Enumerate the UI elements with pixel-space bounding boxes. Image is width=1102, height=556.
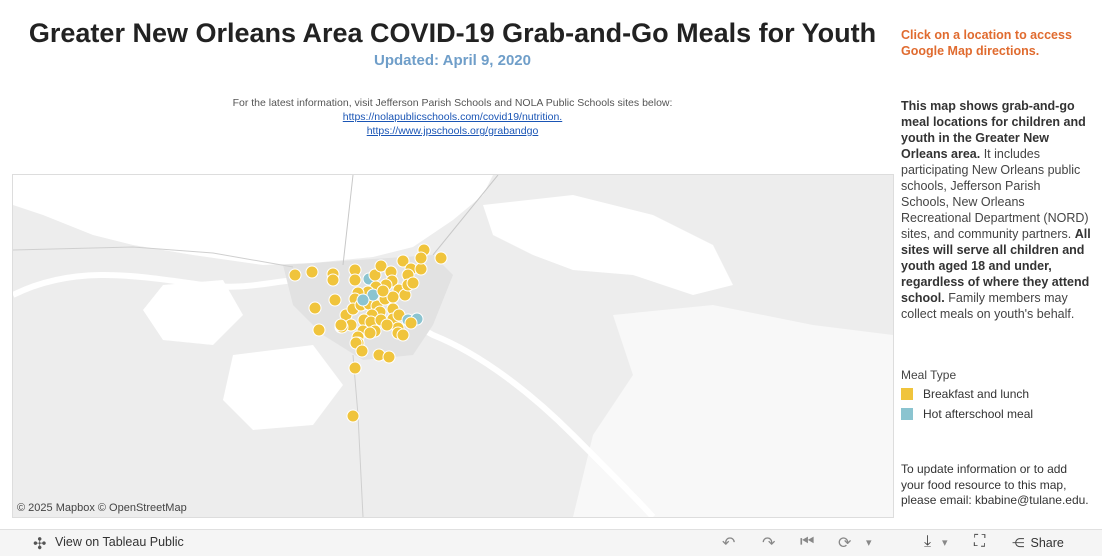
highway-west	[13, 246, 294, 268]
desc-plain-1: It includes participating New Orleans pu…	[901, 147, 1089, 241]
update-note: To update information or to add your foo…	[901, 462, 1089, 507]
lake-salvador	[223, 345, 343, 430]
share-button[interactable]: ⋲ Share	[1012, 535, 1064, 551]
map-canvas[interactable]	[13, 175, 893, 517]
location-marker[interactable]	[312, 323, 326, 337]
tableau-toolbar: ✣ View on Tableau Public ↶ ↷ ⏮ ⟳ ▾ ⤓ ▾ ⛶…	[0, 529, 1102, 556]
location-marker[interactable]	[355, 344, 369, 358]
share-icon: ⋲	[1012, 536, 1025, 550]
redo-icon[interactable]: ↷	[762, 535, 776, 552]
location-marker[interactable]	[346, 409, 360, 423]
page-subtitle: Updated: April 9, 2020	[374, 52, 531, 69]
location-marker[interactable]	[326, 273, 340, 287]
view-on-tableau-link[interactable]: View on Tableau Public	[55, 535, 184, 549]
info-block: For the latest information, visit Jeffer…	[0, 96, 905, 138]
download-dropdown-icon[interactable]: ▾	[942, 537, 948, 549]
legend-label-breakfast: Breakfast and lunch	[923, 387, 1030, 401]
location-marker[interactable]	[334, 318, 348, 332]
location-marker[interactable]	[414, 262, 428, 276]
page-title: Greater New Orleans Area COVID-19 Grab-a…	[28, 18, 877, 48]
map-description: This map shows grab-and-go meal location…	[901, 98, 1091, 322]
location-markers[interactable]	[13, 175, 893, 517]
legend-item-breakfast[interactable]: Breakfast and lunch	[901, 387, 1091, 401]
revert-icon[interactable]: ⏮	[800, 533, 815, 550]
fullscreen-icon[interactable]: ⛶	[974, 533, 986, 550]
causeway-road	[342, 175, 354, 266]
location-marker[interactable]	[376, 284, 390, 298]
directions-hint: Click on a location to access Google Map…	[901, 28, 1072, 58]
location-marker[interactable]	[396, 328, 410, 342]
share-label: Share	[1030, 535, 1064, 550]
map-view[interactable]: © 2025 Mapbox © OpenStreetMap	[12, 174, 894, 518]
location-marker[interactable]	[348, 361, 362, 375]
info-text: For the latest information, visit Jeffer…	[232, 97, 673, 109]
lake-borgne	[483, 195, 733, 295]
location-marker[interactable]	[308, 301, 322, 315]
location-marker[interactable]	[414, 251, 428, 265]
legend-swatch-yellow	[901, 388, 913, 400]
location-marker[interactable]	[356, 293, 370, 307]
desc-bold-1: This map shows grab-and-go meal location…	[901, 99, 1086, 161]
desc-bold-2: All sites will serve all children and yo…	[901, 227, 1091, 305]
desc-plain-2: Family members may collect meals on yout…	[901, 291, 1075, 321]
lake-cataouatche	[143, 280, 243, 345]
undo-icon[interactable]: ↶	[722, 535, 736, 552]
lake-pontchartrain	[13, 175, 493, 265]
legend-swatch-blue	[901, 408, 913, 420]
location-marker[interactable]	[406, 276, 420, 290]
legend-title: Meal Type	[901, 368, 957, 382]
location-marker[interactable]	[434, 251, 448, 265]
i10-east	[432, 175, 499, 256]
location-marker[interactable]	[380, 318, 394, 332]
gulf-water	[573, 305, 893, 517]
legend-item-afterschool[interactable]: Hot afterschool meal	[901, 407, 1091, 421]
location-marker[interactable]	[404, 316, 418, 330]
view-on-tableau-label: View on Tableau Public	[55, 535, 184, 549]
location-marker[interactable]	[396, 254, 410, 268]
location-marker[interactable]	[288, 268, 302, 282]
jp-link[interactable]: https://www.jpschools.org/grabandgo	[366, 125, 539, 137]
refresh-dropdown-icon[interactable]: ▾	[866, 537, 872, 549]
location-marker[interactable]	[305, 265, 319, 279]
location-marker[interactable]	[363, 326, 377, 340]
location-marker[interactable]	[382, 350, 396, 364]
tableau-logo-icon: ✣	[33, 536, 47, 553]
refresh-icon[interactable]: ⟳	[838, 535, 852, 552]
legend-label-afterschool: Hot afterschool meal	[923, 407, 1034, 421]
nola-link[interactable]: https://nolapublicschools.com/covid19/nu…	[342, 111, 563, 123]
map-attribution[interactable]: © 2025 Mapbox © OpenStreetMap	[17, 502, 187, 514]
location-marker[interactable]	[328, 293, 342, 307]
location-marker[interactable]	[374, 259, 388, 273]
location-marker[interactable]	[348, 273, 362, 287]
download-icon[interactable]: ⤓	[924, 533, 932, 550]
